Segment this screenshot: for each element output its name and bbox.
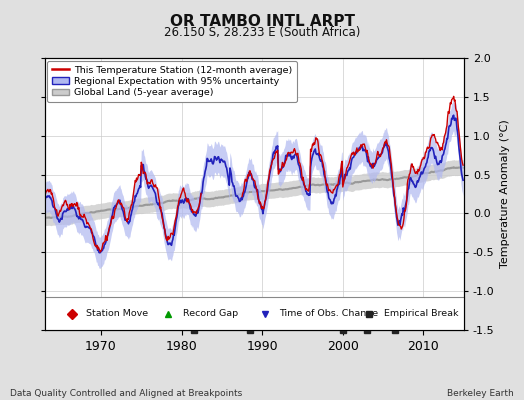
Y-axis label: Temperature Anomaly (°C): Temperature Anomaly (°C) [500,120,510,268]
Text: Empirical Break: Empirical Break [384,309,458,318]
Text: 26.150 S, 28.233 E (South Africa): 26.150 S, 28.233 E (South Africa) [164,26,360,39]
Text: Data Quality Controlled and Aligned at Breakpoints: Data Quality Controlled and Aligned at B… [10,389,243,398]
Legend: This Temperature Station (12-month average), Regional Expectation with 95% uncer: This Temperature Station (12-month avera… [47,61,297,102]
Text: Time of Obs. Change: Time of Obs. Change [279,309,378,318]
Text: Berkeley Earth: Berkeley Earth [447,389,514,398]
Text: OR TAMBO INTL ARPT: OR TAMBO INTL ARPT [169,14,355,29]
Bar [45,297,464,330]
Text: Station Move: Station Move [86,309,149,318]
Text: Record Gap: Record Gap [183,309,238,318]
